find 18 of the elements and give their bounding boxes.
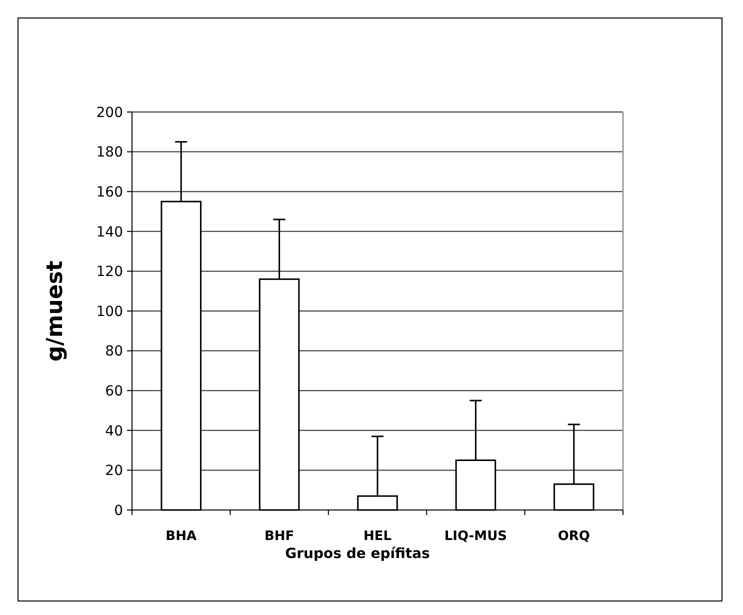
y-tick-label: 0	[114, 502, 123, 519]
x-axis-title: Grupos de epífitas	[285, 546, 430, 562]
y-tick-label: 40	[105, 423, 123, 440]
y-tick-label: 80	[105, 344, 123, 360]
x-tick-label: ORQ	[558, 529, 590, 544]
y-tick-label: 180	[96, 144, 123, 161]
y-tick-label: 20	[105, 463, 123, 480]
y-tick-label: 60	[105, 384, 123, 400]
y-axis-title: g/muest	[43, 260, 68, 362]
y-tick-label: 140	[96, 224, 123, 240]
x-tick-label: BHA	[166, 529, 197, 544]
y-tick-label: 120	[96, 264, 123, 280]
x-tick-label: HEL	[363, 529, 392, 544]
x-tick-label: BHF	[264, 529, 294, 544]
y-tick-label: 200	[96, 104, 123, 121]
y-tick-label: 100	[96, 304, 123, 320]
x-tick-label: LIQ-MUS	[444, 529, 508, 544]
y-tick-label: 160	[96, 184, 123, 200]
